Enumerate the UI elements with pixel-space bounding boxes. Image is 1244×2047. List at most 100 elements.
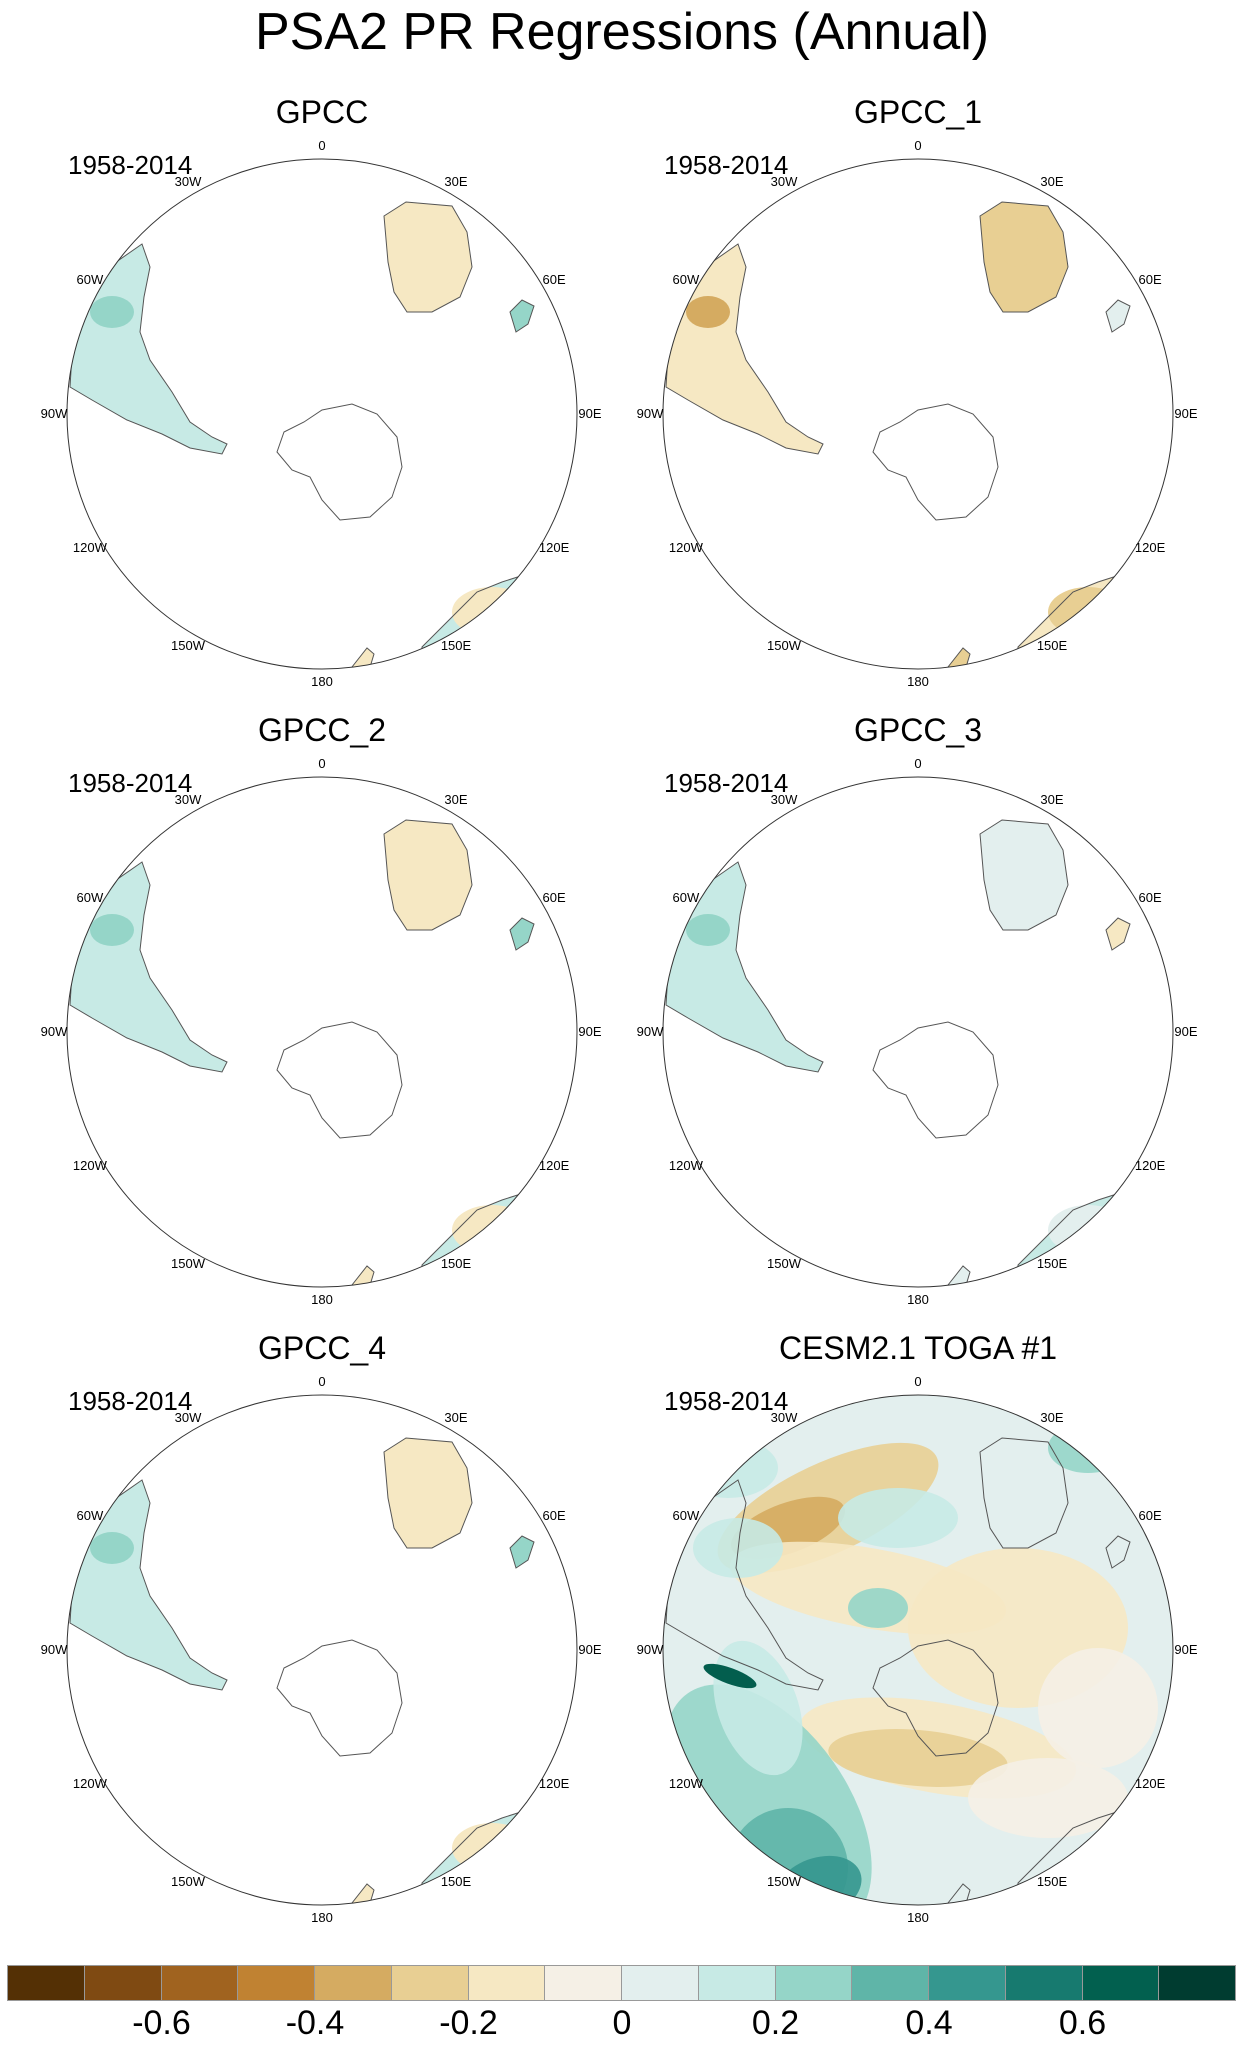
longitude-label: 90E [1174, 1642, 1197, 1657]
longitude-label: 120W [669, 1158, 704, 1173]
longitude-label: 180 [907, 674, 929, 689]
period-label: 1958-2014 [68, 150, 193, 180]
panel-title: CESM2.1 TOGA #1 [778, 1330, 1058, 1366]
longitude-label: 30W [771, 792, 798, 807]
period-label: 1958-2014 [664, 1386, 789, 1416]
period-label: 1958-2014 [68, 1386, 193, 1416]
longitude-label: 90W [41, 1642, 68, 1657]
map-panel: GPCC_1 0 30E 60E 90E 120E 150E 180 150W 120W 90W 60… [618, 92, 1218, 702]
longitude-label: 150E [441, 1256, 472, 1271]
longitude-label: 180 [311, 1292, 333, 1307]
longitude-label: 90W [41, 1024, 68, 1039]
longitude-label: 90W [637, 1024, 664, 1039]
longitude-label: 60E [543, 890, 566, 905]
longitude-label: 120E [539, 1158, 570, 1173]
map-panel: GPCC_4 0 30E 60E 90E 120E 150E 180 150W 120W 90W 60… [22, 1328, 622, 1938]
colorbar-segment [1158, 1965, 1236, 2001]
longitude-label: 90E [578, 1642, 601, 1657]
longitude-label: 60W [77, 890, 104, 905]
panel-title: GPCC_1 [853, 94, 983, 130]
panel-title: GPCC_3 [853, 712, 983, 748]
colorbar-tick-label: -0.4 [285, 2004, 345, 2042]
longitude-label: 150E [441, 1874, 472, 1889]
longitude-label: 90E [1174, 406, 1197, 421]
longitude-label: 60W [673, 890, 700, 905]
colorbar-labels: -0.6 -0.4 -0.2 0 0.2 0.4 0.6 [0, 2004, 1244, 2046]
panel-title: GPCC_4 [257, 1330, 387, 1366]
longitude-label: 60E [1139, 890, 1162, 905]
longitude-label: 60W [77, 1508, 104, 1523]
panel-title: GPCC [275, 94, 369, 130]
longitude-label: 90E [1174, 1024, 1197, 1039]
colorbar-tick-label: -0.6 [132, 2004, 191, 2042]
polar-map: 0 30E 60E 90E 120E 150E 180 150W 120W 90W 60W 30W [637, 756, 1198, 1307]
longitude-label: 60W [673, 1508, 700, 1523]
colorbar-segment [237, 1965, 315, 2001]
colorbar-segment [1081, 1965, 1160, 2001]
longitude-label: 90E [578, 406, 601, 421]
polar-map: 0 30E 60E 90E 120E 150E 180 150W 120W 90W 60W 30W [637, 1374, 1198, 1925]
longitude-label: 150W [171, 1874, 206, 1889]
period-label: 1958-2014 [664, 150, 789, 180]
longitude-label: 90W [637, 1642, 664, 1657]
longitude-label: 120W [73, 1158, 108, 1173]
longitude-label: 0 [914, 756, 921, 771]
longitude-label: 0 [318, 756, 325, 771]
colorbar-segment [851, 1965, 929, 2001]
longitude-label: 150W [767, 1874, 802, 1889]
colorbar-segment [621, 1965, 699, 2001]
longitude-label: 180 [907, 1292, 929, 1307]
polar-map: 0 30E 60E 90E 120E 150E 180 150W 120W 90W 60W 30W [41, 1374, 602, 1925]
longitude-label: 120W [73, 1776, 108, 1791]
longitude-label: 0 [318, 138, 325, 153]
longitude-label: 150W [767, 1256, 802, 1271]
map-panel: GPCC_3 0 30E 60E 90E 120E 150E 180 150W 120W 90W 60… [618, 710, 1218, 1320]
longitude-label: 150E [441, 638, 472, 653]
polar-map: 0 30E 60E 90E 120E 150E 180 150W 120W 90W 60W 30W [637, 138, 1198, 689]
colorbar-segment [774, 1965, 853, 2001]
longitude-label: 60E [543, 1508, 566, 1523]
longitude-label: 30E [444, 1410, 467, 1425]
colorbar-segment [467, 1965, 546, 2001]
period-label: 1958-2014 [664, 768, 789, 798]
longitude-label: 180 [311, 674, 333, 689]
colorbar-tick-label: 0.4 [905, 2004, 953, 2042]
longitude-label: 150W [171, 638, 206, 653]
colorbar-segment [314, 1965, 392, 2001]
longitude-label: 30E [444, 792, 467, 807]
map-panel: GPCC 0 30E 60E 90E 120E 150E 180 150W 120W 90W 60W 3… [22, 92, 622, 702]
colorbar-segment [1004, 1965, 1083, 2001]
colorbar-tick-label: -0.2 [439, 2004, 498, 2042]
panel-title: GPCC_2 [257, 712, 387, 748]
colorbar-segment [390, 1965, 469, 2001]
longitude-label: 120E [539, 540, 570, 555]
longitude-label: 150E [1037, 1256, 1068, 1271]
longitude-label: 150E [1037, 638, 1068, 653]
longitude-label: 120E [1135, 540, 1166, 555]
longitude-label: 60E [1139, 272, 1162, 287]
longitude-label: 120W [669, 1776, 704, 1791]
longitude-label: 120E [1135, 1158, 1166, 1173]
longitude-label: 60E [1139, 1508, 1162, 1523]
polar-map: 0 30E 60E 90E 120E 150E 180 150W 120W 90W 60W 30W [41, 138, 602, 689]
colorbar [7, 1965, 1236, 2001]
longitude-label: 60E [543, 272, 566, 287]
period-label: 1958-2014 [68, 768, 193, 798]
longitude-label: 90W [637, 406, 664, 421]
longitude-label: 180 [907, 1910, 929, 1925]
longitude-label: 30W [175, 1410, 202, 1425]
longitude-label: 150E [1037, 1874, 1068, 1889]
longitude-label: 120E [539, 1776, 570, 1791]
longitude-label: 30W [175, 792, 202, 807]
longitude-label: 150W [767, 638, 802, 653]
colorbar-segment [697, 1965, 776, 2001]
longitude-label: 0 [914, 138, 921, 153]
longitude-label: 30E [444, 174, 467, 189]
longitude-label: 120E [1135, 1776, 1166, 1791]
longitude-label: 0 [318, 1374, 325, 1389]
colorbar-tick-label: 0.2 [751, 2004, 800, 2042]
longitude-label: 90W [41, 406, 68, 421]
longitude-label: 90E [578, 1024, 601, 1039]
longitude-label: 120W [669, 540, 704, 555]
colorbar-segment [544, 1965, 622, 2001]
